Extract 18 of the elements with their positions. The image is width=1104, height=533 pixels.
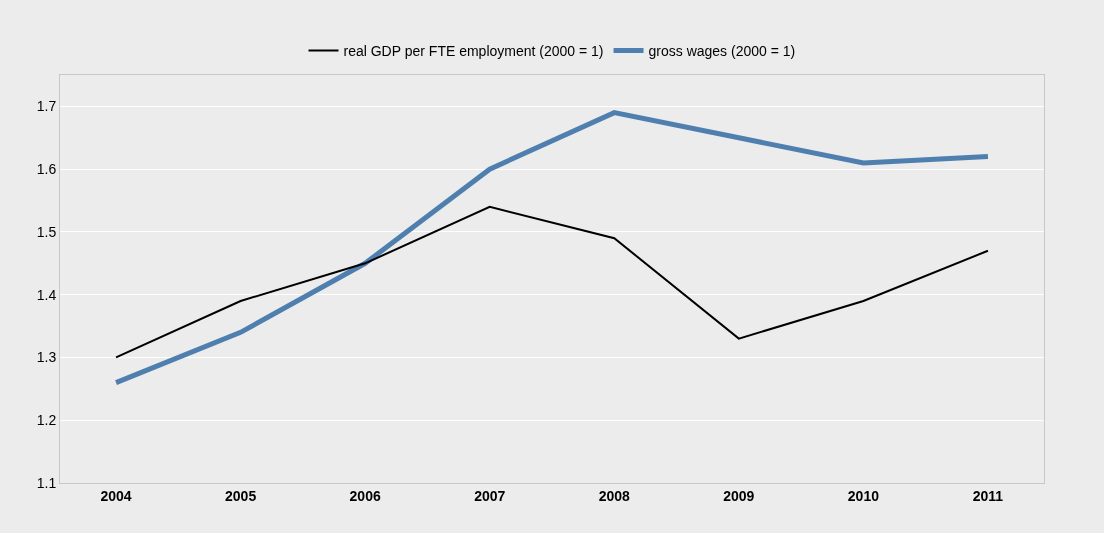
y-tick-label: 1.7 <box>36 98 57 115</box>
x-tick-label: 2006 <box>349 487 381 504</box>
y-tick-label: 1.3 <box>36 349 57 366</box>
x-tick-label: 2011 <box>972 487 1004 504</box>
x-tick-label: 2005 <box>225 487 257 504</box>
x-tick-label: 2009 <box>723 487 755 504</box>
legend-label: real GDP per FTE employment (2000 = 1) <box>343 42 604 59</box>
x-tick-label: 2007 <box>474 487 506 504</box>
x-tick-label: 2004 <box>100 487 132 504</box>
x-tick-label: 2010 <box>847 487 880 504</box>
y-tick-label: 1.6 <box>36 161 57 178</box>
x-tick-label: 2008 <box>598 487 631 504</box>
legend-label: gross wages (2000 = 1) <box>648 42 796 59</box>
line-series <box>115 205 989 359</box>
y-tick-label: 1.5 <box>36 223 57 240</box>
y-tick-label: 1.1 <box>36 474 57 491</box>
y-tick-label: 1.4 <box>36 286 57 303</box>
y-tick-label: 1.2 <box>36 412 57 429</box>
